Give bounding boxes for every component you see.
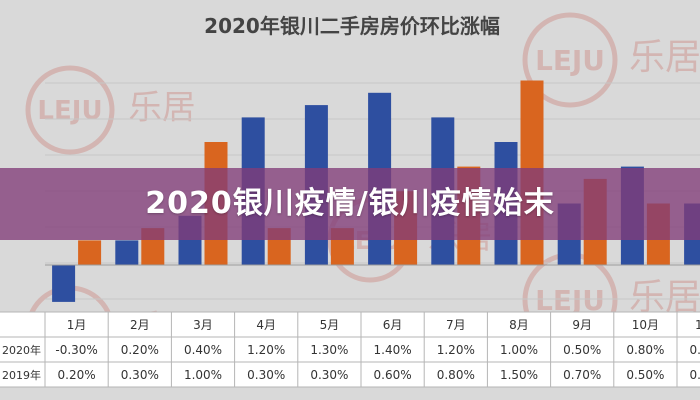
watermark: LEJU 乐居	[522, 12, 700, 108]
table-cell: 0.60%	[374, 368, 412, 382]
table-cell: 1.20%	[247, 343, 285, 357]
table-header-cell: 2月	[130, 318, 150, 332]
data-table: 1月 2月 3月 4月 5月 6月 7月 8月 9月 10月 11月 2020年 -0.30% 0.20%…	[0, 311, 700, 388]
table-header-cell: 5月	[320, 318, 340, 332]
table-cell: 1.50%	[500, 368, 538, 382]
watermark: LEJU 乐居	[25, 65, 196, 155]
table-cell: 1.20%	[437, 343, 475, 357]
table-header-cell: 6月	[383, 318, 403, 332]
table-cell: 0.70%	[563, 368, 601, 382]
table-header-cell: 8月	[509, 318, 529, 332]
watermark-label: 乐居	[629, 277, 700, 318]
table-cell: 1.30%	[310, 343, 348, 357]
table-cell: 0.50%	[690, 368, 700, 382]
table-header-cell: 11月	[695, 318, 700, 332]
table-cell: 1.00%	[184, 368, 222, 382]
table-header-cell: 4月	[256, 318, 276, 332]
table-header-cell: 7月	[446, 318, 466, 332]
table-cell: 1.00%	[500, 343, 538, 357]
table-cell: 0.80%	[437, 368, 475, 382]
watermark-label: 乐居	[128, 87, 195, 126]
chart-title: 2020年银川二手房房价环比涨幅	[204, 14, 500, 38]
overlay-banner	[0, 168, 700, 240]
table-cell: 0.80%	[626, 343, 664, 357]
bar-2020-2	[115, 240, 139, 265]
table-header-cell: 10月	[632, 318, 659, 332]
bar-2020-1	[52, 265, 76, 302]
table-cell: 1.40%	[374, 343, 412, 357]
table-header-cell: 1月	[67, 318, 87, 332]
table-row-label: 2019年	[2, 368, 41, 382]
watermark-brand: LEJU	[37, 96, 102, 126]
table-cell: 0.20%	[58, 368, 96, 382]
table-cell: 0.40%	[184, 343, 222, 357]
table-cell: 0.50%	[626, 368, 664, 382]
table-header-cell: 9月	[572, 318, 592, 332]
watermark-brand: LEJU	[535, 284, 605, 317]
table-header-cell: 3月	[193, 318, 213, 332]
table-background	[0, 312, 700, 387]
watermark-label: 乐居	[629, 37, 700, 78]
table-cell: 0.50%	[563, 343, 601, 357]
bar-2019-1	[78, 240, 102, 265]
table-cell: 0.30%	[310, 368, 348, 382]
watermark-brand: LEJU	[535, 44, 605, 77]
table-cell: 0.20%	[121, 343, 159, 357]
table-row-label: 2020年	[2, 343, 41, 357]
overlay-title: 2020银川疫情/银川疫情始末	[145, 186, 555, 221]
table-cell: 0.30%	[247, 368, 285, 382]
table-cell: 0.30%	[121, 368, 159, 382]
table-cell: 0.50%	[690, 343, 700, 357]
table-cell: -0.30%	[55, 343, 97, 357]
